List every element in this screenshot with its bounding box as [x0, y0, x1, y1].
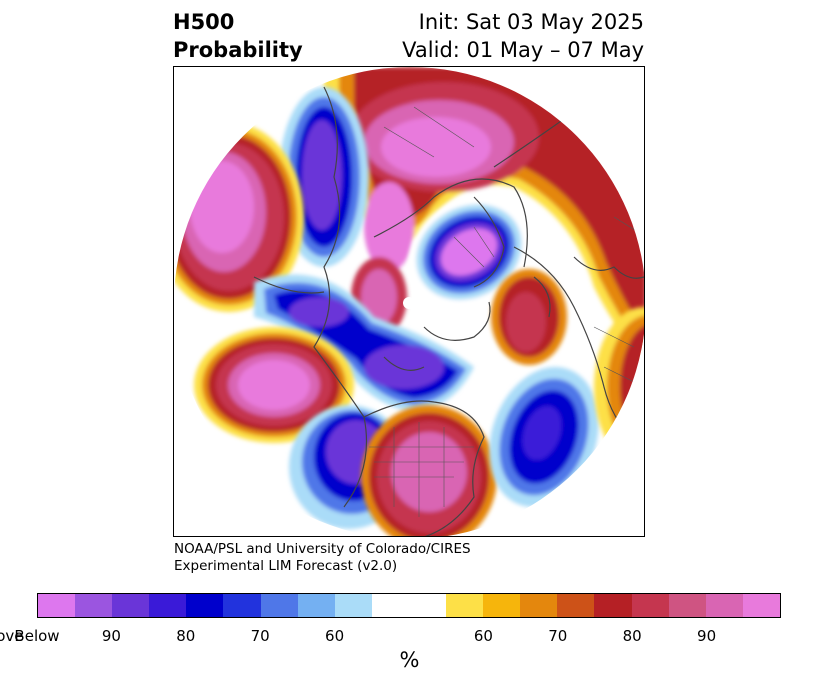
colorbar-tick-label: Below: [14, 627, 60, 645]
colorbar-segment: [483, 594, 521, 617]
valid-label: Valid: 01 May – 07 May: [402, 38, 644, 62]
warm-anomaly-pacific: [194, 327, 354, 443]
colorbar-tick-label: 70: [548, 627, 568, 645]
colorbar-segment: [520, 594, 558, 617]
colorbar-tick-label: 60: [325, 627, 345, 645]
colorbar-segment: [75, 594, 113, 617]
colorbar-segment: [223, 594, 261, 617]
colorbar-tick-label: Above: [0, 627, 24, 645]
title-right: Init: Sat 03 May 2025 Valid: 01 May – 07…: [402, 8, 644, 64]
north-pole-marker: [403, 297, 415, 309]
colorbar-tick-label: 80: [622, 627, 642, 645]
colorbar-segment: [668, 594, 706, 617]
colorbar-unit: %: [399, 648, 420, 672]
anomaly-field: [174, 67, 644, 536]
colorbar-segment: [334, 594, 372, 617]
colorbar-segment: [186, 594, 224, 617]
colorbar-segment: [557, 594, 595, 617]
title-left: H500 Probability: [173, 8, 303, 64]
credit: NOAA/PSL and University of Colorado/CIRE…: [174, 541, 471, 575]
cold-anomaly-central: [254, 274, 474, 412]
colorbar-tick-label: 60: [473, 627, 493, 645]
colorbar-segment: [112, 594, 150, 617]
colorbar-tick-label: 80: [176, 627, 196, 645]
warm-anomaly-europe: [491, 269, 567, 365]
probability-map: [173, 66, 645, 537]
colorbar-segment: [149, 594, 187, 617]
credit-line-1: NOAA/PSL and University of Colorado/CIRE…: [174, 541, 471, 557]
colorbar-segment: [705, 594, 743, 617]
colorbar-tick-label: 90: [697, 627, 717, 645]
colorbar-segment: [297, 594, 335, 617]
colorbar-segment: [742, 594, 780, 617]
warm-anomaly-north: [324, 67, 644, 367]
colorbar-tick-label: 70: [250, 627, 270, 645]
colorbar-segment: [371, 594, 447, 617]
colorbar-segment: [260, 594, 298, 617]
colorbar: [37, 593, 781, 618]
product-label: Probability: [173, 38, 303, 62]
variable-label: H500: [173, 10, 235, 34]
colorbar-segment: [594, 594, 632, 617]
polar-projection-map: [174, 67, 644, 536]
cold-anomaly-atlantic: [489, 367, 599, 507]
credit-line-2: Experimental LIM Forecast (v2.0): [174, 558, 398, 574]
colorbar-segment: [446, 594, 484, 617]
colorbar-ticks: Below 90 80 70 60 60 70 80 90 Above: [0, 627, 819, 647]
init-label: Init: Sat 03 May 2025: [418, 10, 644, 34]
colorbar-tick-label: 90: [101, 627, 121, 645]
colorbar-segment: [38, 594, 76, 617]
colorbar-segment: [631, 594, 669, 617]
